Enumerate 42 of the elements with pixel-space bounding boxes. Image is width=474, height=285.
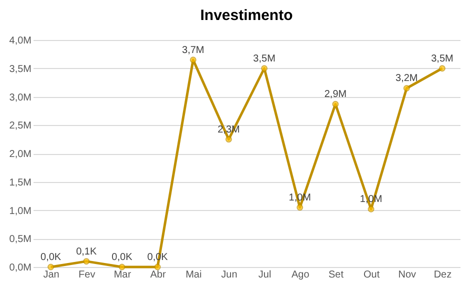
x-tick-label: Jan [43,270,60,280]
point [261,65,268,72]
data-label: 3,5M [253,53,276,64]
x-tick-label: Dez [434,270,452,280]
point [332,100,339,108]
point [154,264,161,270]
y-tick-label: 1,5M [9,177,32,188]
x-tick-label: Mai [186,270,202,280]
data-label: 3,2M [396,73,418,84]
data-label: 0,0K [112,252,133,263]
point [83,258,90,265]
x-tick-label: Ago [291,270,310,280]
data-label: 3,5M [431,53,454,64]
y-tick-label: 2,5M [9,120,32,132]
point [118,264,126,270]
y-tick-label: 3,0M [9,92,32,104]
data-label: 0,0K [40,252,62,263]
point [438,65,446,72]
y-tick-label: 3,5M [9,64,32,75]
point [48,264,54,270]
y-tick-label: 4,0M [9,36,32,46]
point [403,85,410,92]
y-tick-label: 2,0M [9,149,32,160]
data-label: 3,7M [182,44,204,56]
point [296,204,304,211]
x-tick-label: Jul [258,270,272,280]
point [190,56,196,64]
x-tick-label: Fev [78,270,96,280]
x-tick-label: Set [328,270,344,280]
data-label: 0,1K [76,246,97,258]
x-tick-label: Abr [150,270,166,280]
x-tick-label: Nov [398,270,416,280]
data-label: 2,9M [324,89,347,100]
point [225,136,232,143]
point [368,206,374,212]
chart-title: Investimento [200,7,293,24]
x-tick-label: Jun [221,270,238,280]
y-tick-label: 0,5M [9,234,32,246]
y-tick-label: 0,0M [9,262,32,274]
y-tick-label: 1,0M [9,206,32,217]
x-tick-label: Mar [114,270,132,280]
x-tick-label: Out [363,270,380,280]
